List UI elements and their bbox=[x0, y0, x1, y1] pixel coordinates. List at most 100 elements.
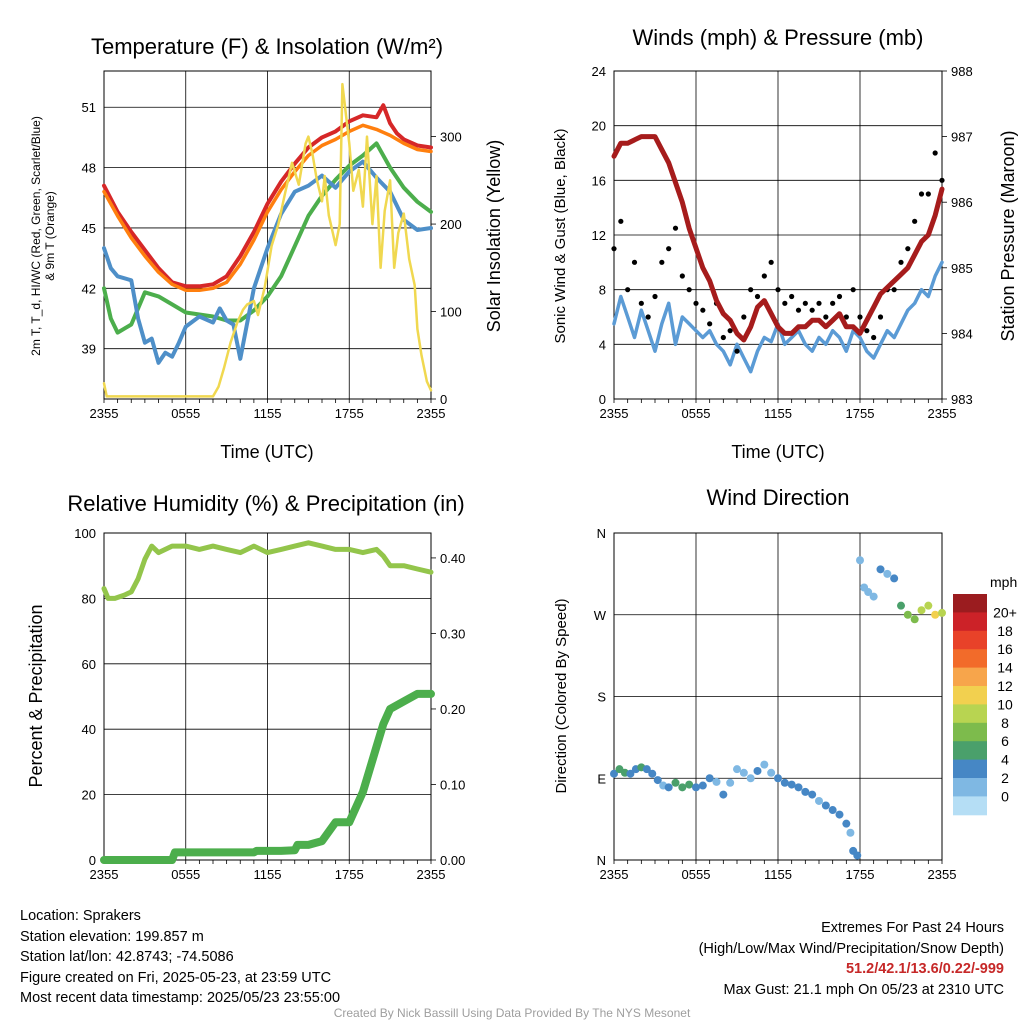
location-text: Location: Sprakers bbox=[20, 908, 141, 924]
series-gust-point bbox=[932, 150, 938, 156]
direction-point bbox=[760, 760, 769, 769]
series-gust-point bbox=[768, 259, 774, 265]
direction-point bbox=[705, 774, 714, 783]
direction-point bbox=[828, 806, 837, 815]
temp-xtick-label: 2355 bbox=[90, 406, 119, 421]
dir-xtick-label: 1155 bbox=[764, 867, 792, 882]
dir-title: Wind Direction bbox=[706, 485, 849, 510]
rh-xtick-label: 1155 bbox=[254, 867, 282, 882]
temp-ytick-label: 42 bbox=[82, 281, 96, 296]
series-gust-point bbox=[857, 314, 863, 320]
series-gust-point bbox=[727, 328, 733, 334]
direction-point bbox=[815, 796, 823, 805]
wind-ytick-label: 16 bbox=[592, 173, 606, 188]
wind-y2tick-label: 988 bbox=[951, 64, 973, 79]
panel-wind-direction: Wind Direction Direction (Colored By Spe… bbox=[553, 485, 1017, 794]
rh-axes: 2355 0555 1155 1755 23550204060801000.000.10… bbox=[74, 526, 465, 882]
colorbar-label: 20+ bbox=[993, 604, 1017, 620]
series-gust-point bbox=[925, 191, 931, 197]
dir-ytick-label: E bbox=[597, 771, 606, 786]
colorbar-label: 18 bbox=[997, 623, 1013, 639]
dir-ytick-label: N bbox=[597, 853, 606, 868]
extremes-subtitle: (High/Low/Max Wind/Precipitation/Snow De… bbox=[698, 940, 1004, 957]
wind-xtick-label: 2355 bbox=[600, 406, 629, 421]
rh-ytick-label: 0 bbox=[89, 853, 96, 868]
temp-y2tick-label: 200 bbox=[440, 217, 462, 232]
panel-humidity: Relative Humidity (%) & Precipitation (i… bbox=[26, 491, 465, 788]
temp-axes: 2355 0555 1155 1755 2355 39 42 45 48 51 0 100 200 300 bbox=[82, 70, 462, 421]
dir-ytick-label: N bbox=[597, 526, 606, 541]
rh-y2tick-label: 0.10 bbox=[440, 777, 465, 792]
colorbar-label: 8 bbox=[1001, 715, 1009, 731]
series-gust-point bbox=[871, 334, 877, 341]
direction-point bbox=[767, 768, 776, 777]
series-gust-point bbox=[748, 287, 754, 293]
direction-point bbox=[642, 765, 651, 774]
series-gust-point bbox=[741, 314, 747, 320]
series-gust-point bbox=[775, 287, 781, 293]
credit-text: Created By Nick Bassill Using Data Provi… bbox=[333, 1006, 691, 1020]
direction-point bbox=[685, 780, 694, 789]
wind-xtick-label: 2355 bbox=[928, 406, 957, 421]
temp-xtick-label: 0555 bbox=[171, 406, 200, 421]
direction-point bbox=[890, 574, 899, 583]
series-gust-point bbox=[645, 314, 651, 320]
temp-y2tick-label: 0 bbox=[440, 392, 447, 407]
direction-point bbox=[692, 783, 700, 792]
direction-point bbox=[808, 790, 817, 799]
temp-y2tick-label: 100 bbox=[440, 305, 462, 320]
rh-xtick-label: 2355 bbox=[90, 867, 119, 882]
series-gust-point bbox=[918, 191, 925, 197]
colorbar-label: 2 bbox=[1001, 770, 1009, 786]
wind-xtick-label: 1155 bbox=[764, 406, 792, 421]
dir-xtick-label: 2355 bbox=[600, 867, 629, 882]
latlon-text: Station lat/lon: 42.8743; -74.5086 bbox=[20, 949, 234, 965]
direction-point bbox=[648, 769, 657, 778]
series-gust-point bbox=[891, 287, 897, 293]
rh-ytick-label: 80 bbox=[82, 591, 96, 606]
direction-point bbox=[671, 778, 680, 787]
temp-xlabel: Time (UTC) bbox=[220, 442, 313, 462]
temp-xtick-label: 2355 bbox=[417, 406, 446, 421]
wind-y2tick-label: 985 bbox=[951, 261, 973, 276]
colorbar-swatch bbox=[953, 667, 987, 687]
series-gust-point bbox=[939, 177, 945, 183]
wind-axes: 2355 0555 1155 1755 235504812162024983984985… bbox=[592, 64, 973, 421]
series-station-pressure bbox=[611, 134, 945, 343]
temp-ytick-label: 39 bbox=[82, 342, 96, 357]
plot-areas: 2355 0555 1155 1755 235539424548510100200300… bbox=[74, 64, 1017, 882]
wind-y2tick-label: 984 bbox=[951, 326, 973, 341]
elevation-text: Station elevation: 199.857 m bbox=[20, 928, 204, 945]
rh-y2tick-label: 0.20 bbox=[440, 702, 465, 717]
direction-point bbox=[869, 592, 878, 601]
temp-ylabel-left-2: & 9m T (Orange) bbox=[43, 191, 57, 281]
colorbar-label: 14 bbox=[997, 660, 1013, 676]
series-direction bbox=[610, 556, 946, 860]
series-gust-point bbox=[809, 307, 815, 313]
series-gust-point bbox=[679, 273, 685, 279]
wind-ylabel-left: Sonic Wind & Gust (Blue, Black) bbox=[552, 128, 569, 343]
series-gust-point bbox=[631, 259, 638, 265]
series-gust-point bbox=[816, 300, 822, 306]
rh-y2tick-label: 0.40 bbox=[440, 551, 465, 566]
direction-point bbox=[876, 565, 885, 574]
direction-point bbox=[846, 828, 855, 837]
created-text: Figure created on Fri, 2025-05-23, at 23… bbox=[20, 969, 332, 986]
panel-temperature: Temperature (F) & Insolation (W/m²) 2m T… bbox=[29, 34, 504, 462]
series-gust-point bbox=[700, 307, 706, 313]
direction-point bbox=[610, 769, 618, 778]
series-precipitation bbox=[100, 689, 435, 864]
series-gust-point bbox=[666, 246, 672, 252]
series-gust-point bbox=[652, 293, 658, 300]
extremes-values: 51.2/42.1/13.6/0.22/-999 bbox=[845, 961, 1004, 977]
series-gust-point bbox=[672, 225, 679, 231]
colorbar-swatch bbox=[953, 612, 987, 632]
direction-point bbox=[678, 783, 687, 792]
colorbar: 20+ 18 16 14 12 10 8 6 4 2 0 bbox=[953, 594, 1017, 816]
temp-y2tick-label: 300 bbox=[440, 130, 462, 145]
direction-point bbox=[917, 606, 926, 615]
wind-ylabel-right: Station Pressure (Maroon) bbox=[998, 130, 1018, 341]
wind-xlabel: Time (UTC) bbox=[731, 442, 824, 462]
wind-frame bbox=[613, 70, 943, 400]
wind-y2tick-label: 983 bbox=[951, 392, 973, 407]
